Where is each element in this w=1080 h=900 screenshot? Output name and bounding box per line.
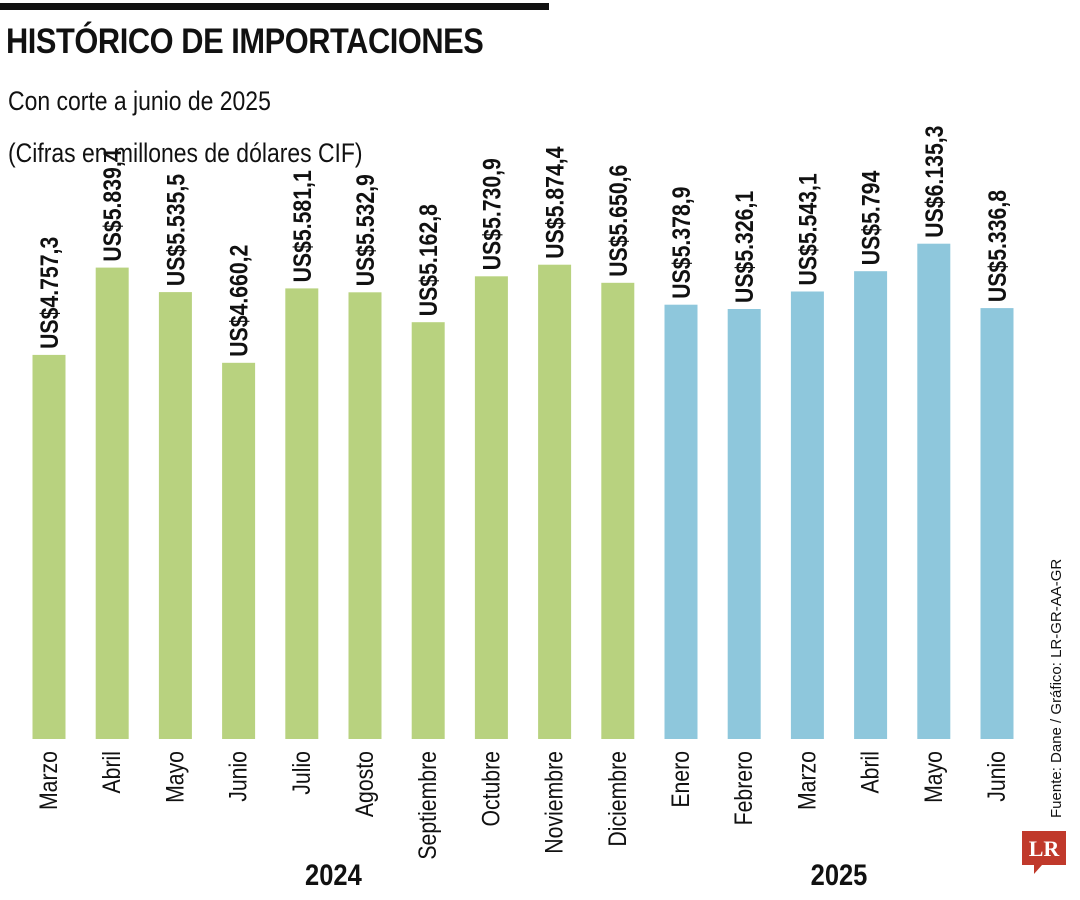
value-label-3: US$5.535,5 [162, 174, 190, 286]
category-label-4: Junio [224, 751, 252, 802]
value-label-15: US$6.135,3 [920, 125, 948, 237]
bar-7 [411, 322, 445, 739]
chart-title: HISTÓRICO DE IMPORTACIONES [6, 22, 484, 61]
category-label-8: Octubre [477, 751, 505, 827]
category-label-11: Enero [666, 751, 694, 808]
category-label-5: Julio [287, 751, 315, 795]
bar-13 [790, 291, 824, 739]
category-label-12: Febrero [730, 751, 758, 825]
bar-11 [664, 304, 698, 739]
value-label-14: US$5.794 [857, 171, 885, 266]
lr-logo: LR [1022, 831, 1066, 874]
top-rule [0, 3, 549, 10]
category-label-13: Marzo [793, 751, 821, 810]
bar-5 [285, 288, 319, 739]
value-label-4: US$4.660,2 [225, 245, 253, 357]
value-label-1: US$4.757,3 [35, 237, 63, 349]
category-label-1: Marzo [34, 751, 62, 810]
value-label-16: US$5.336,8 [983, 190, 1011, 302]
value-label-2: US$5.839,4 [99, 149, 127, 261]
chart-subtitle: Con corte a junio de 2025 [8, 86, 271, 116]
bar-6 [348, 292, 382, 739]
category-label-2: Abril [98, 751, 126, 793]
year-label-2024: 2024 [305, 858, 362, 891]
value-label-7: US$5.162,8 [415, 204, 443, 316]
category-labels-group: Marzo Abril Mayo Junio Julio Agosto Septiembre… [34, 751, 1010, 860]
year-labels-group: 2024 2025 [305, 858, 867, 891]
bar-15 [917, 243, 951, 739]
value-labels-group: US$4.757,3 US$5.839,4 US$5.535,5 US$4.660,2… [35, 125, 1011, 356]
bar-3 [158, 292, 192, 739]
value-label-10: US$5.650,6 [604, 165, 632, 277]
bar-14 [854, 271, 888, 739]
logo-text: LR [1029, 836, 1061, 861]
bar-1 [32, 354, 66, 739]
bar-2 [95, 267, 129, 739]
bar-8 [474, 276, 508, 739]
bars-group [32, 243, 1014, 739]
category-label-15: Mayo [919, 751, 947, 803]
chart-units-note: (Cifras en millones de dólares CIF) [8, 138, 363, 168]
value-label-9: US$5.874,4 [541, 146, 569, 258]
bar-16 [980, 308, 1014, 739]
category-label-6: Agosto [350, 751, 378, 817]
value-label-8: US$5.730,9 [478, 158, 506, 270]
category-label-9: Noviembre [540, 751, 568, 854]
category-label-16: Junio [982, 751, 1010, 802]
value-label-13: US$5.543,1 [794, 173, 822, 285]
bar-9 [538, 264, 572, 739]
value-label-12: US$5.326,1 [731, 191, 759, 303]
value-label-5: US$5.581,1 [288, 170, 316, 282]
logo-badge [1022, 831, 1066, 874]
value-label-11: US$5.378,9 [667, 186, 695, 298]
bar-12 [727, 309, 761, 739]
year-label-2025: 2025 [811, 858, 868, 891]
bar-10 [601, 282, 635, 739]
bar-4 [222, 362, 256, 739]
source-note: Fuente: Dane / Gráfico: LR-GR-AA-GR [1048, 558, 1065, 818]
category-label-10: Diciembre [603, 751, 631, 847]
category-label-7: Septiembre [414, 751, 442, 860]
value-label-6: US$5.532,9 [351, 174, 379, 286]
category-label-3: Mayo [161, 751, 189, 803]
category-label-14: Abril [856, 751, 884, 793]
